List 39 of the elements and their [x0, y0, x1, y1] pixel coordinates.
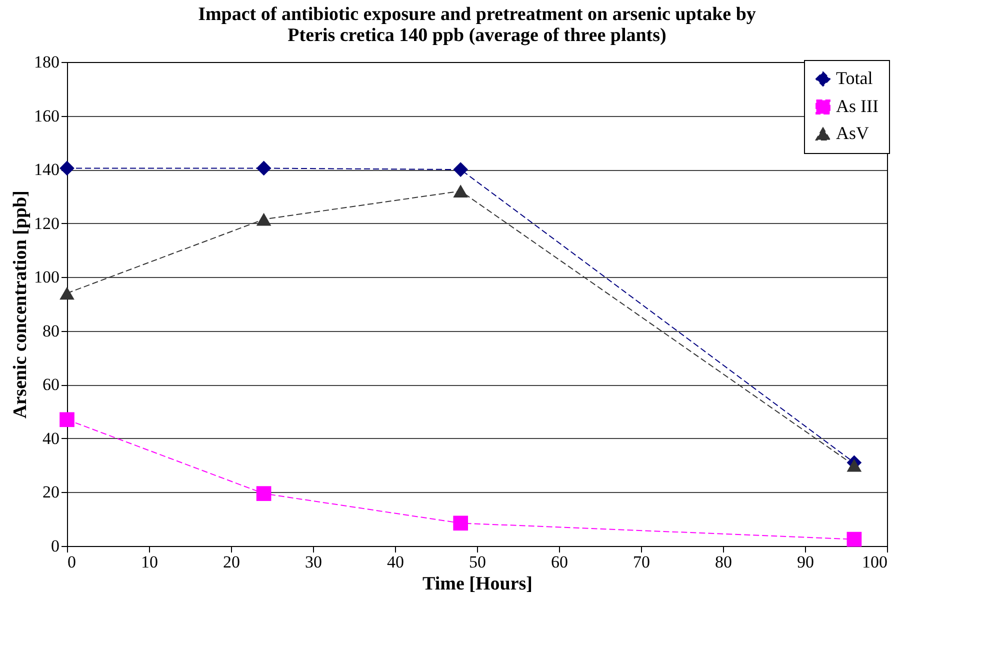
legend-label: As III: [836, 96, 878, 116]
x-tick-label: 10: [141, 552, 158, 572]
point: [256, 160, 272, 176]
x-tick-label: 50: [469, 552, 486, 572]
x-tick-label: 70: [633, 552, 650, 572]
x-tick-label: 100: [862, 552, 888, 572]
y-tick-label: 40: [42, 428, 60, 448]
x-tick-label: 20: [223, 552, 240, 572]
point: [256, 212, 272, 226]
y-tick-label: 0: [51, 536, 60, 556]
x-tick-label: 80: [715, 552, 732, 572]
text: Pteris cretica 140 ppb (average of three plants): [288, 25, 666, 46]
point: [453, 516, 468, 531]
x-tick-label: 60: [551, 552, 568, 572]
x-tick-label: 90: [797, 552, 814, 572]
x-tick-label: 0: [68, 552, 76, 572]
legend-label: Total: [836, 68, 873, 88]
y-tick-label: 100: [34, 268, 60, 287]
y-axis-title: Arsenic concentration [ppb]: [10, 190, 31, 418]
point: [846, 532, 862, 547]
x-tick-label: 40: [387, 552, 404, 572]
point: [453, 162, 468, 177]
y-tick-label: 80: [42, 321, 60, 340]
point: [453, 184, 468, 198]
point: [60, 286, 74, 300]
x-tick-label: 30: [305, 552, 322, 572]
text: Impact of antibiotic exposure and pretreatment on arsenic uptake by: [198, 4, 756, 25]
y-tick-label: 120: [34, 214, 60, 233]
point: [60, 412, 74, 428]
x-axis-title: Time [Hours]: [422, 574, 532, 594]
y-tick-label: 180: [34, 52, 60, 72]
legend-label: AsV: [836, 123, 870, 143]
y-tick-label: 20: [42, 482, 60, 502]
point: [256, 486, 272, 501]
point: [60, 160, 74, 176]
y-tick-label: 160: [34, 106, 60, 126]
point: [846, 458, 862, 472]
y-tick-label: 60: [42, 375, 60, 394]
y-tick-label: 140: [34, 160, 60, 180]
